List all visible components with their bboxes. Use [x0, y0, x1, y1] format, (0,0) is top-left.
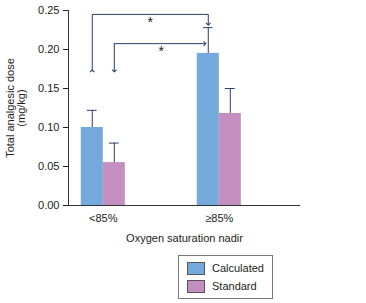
svg-text:0.20: 0.20	[38, 43, 59, 55]
svg-text:0.00: 0.00	[38, 199, 59, 211]
svg-text:Oxygen saturation nadir: Oxygen saturation nadir	[126, 232, 243, 244]
svg-text:0.10: 0.10	[38, 121, 59, 133]
html-text:Standard: Standard	[212, 280, 257, 292]
svg-text:*: *	[148, 14, 154, 30]
svg-text:Total analgesic dose(mg/kg): Total analgesic dose(mg/kg)	[4, 58, 27, 158]
svg-text:0.25: 0.25	[38, 4, 59, 16]
svg-text:0.05: 0.05	[38, 160, 59, 172]
svg-text:≥85%: ≥85%	[205, 212, 233, 224]
svg-text:*: *	[159, 43, 165, 59]
html-text:Calculated: Calculated	[212, 262, 264, 274]
svg-text:0.15: 0.15	[38, 82, 59, 94]
svg-text:<85%: <85%	[89, 212, 118, 224]
